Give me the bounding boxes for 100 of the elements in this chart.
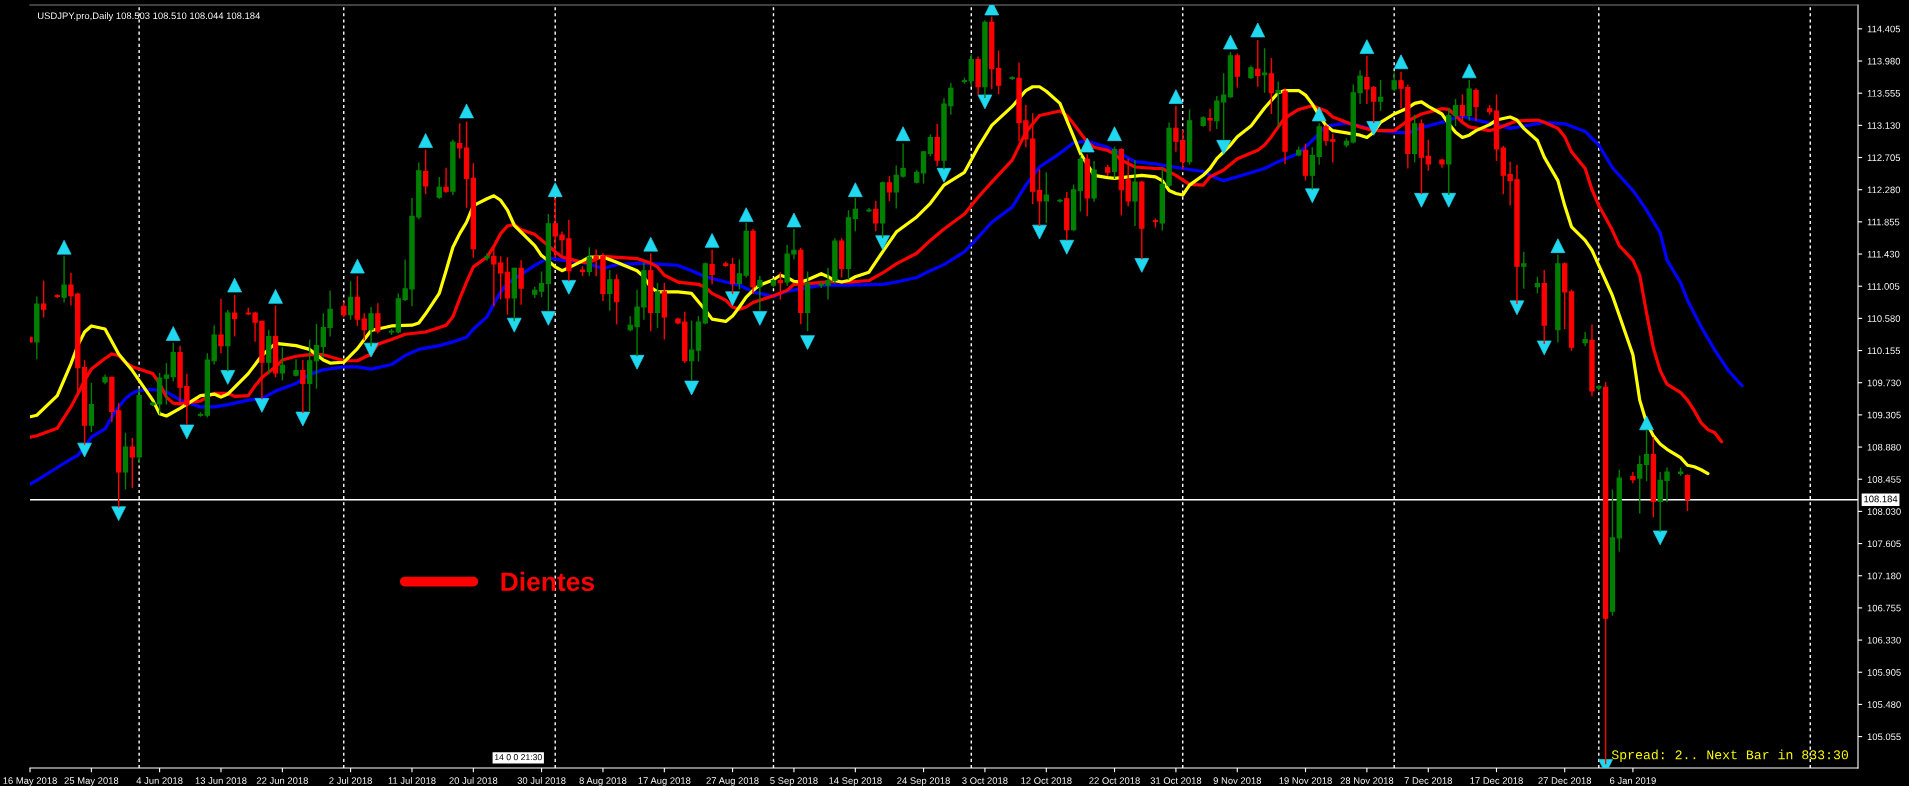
candlestick: [457, 123, 463, 159]
legend-label: Dientes: [501, 571, 594, 592]
y-tick-label: 111.005: [1867, 283, 1900, 290]
candlestick: [1261, 48, 1268, 93]
candlestick: [1643, 429, 1650, 482]
candlestick: [968, 54, 974, 86]
y-tick-label: 107.180: [1867, 572, 1901, 580]
x-tick-label: 27 Aug 2018: [706, 777, 759, 786]
candlestick: [1111, 146, 1118, 180]
x-tick-label: 27 Dec 2018: [1538, 777, 1592, 784]
y-tick-label: 108.030: [1867, 508, 1901, 515]
candlestick: [688, 320, 695, 381]
candlestick: [484, 253, 490, 261]
y-tick-label: 109.305: [1867, 411, 1901, 419]
candlestick: [40, 280, 47, 318]
candlestick: [729, 257, 736, 295]
candlestick: [293, 359, 299, 377]
point: [752, 311, 768, 326]
x-tick-label: 4 Jun 2018: [136, 777, 183, 784]
candlestick: [231, 294, 238, 337]
x-tick-label: 28 Nov 2018: [1340, 777, 1394, 784]
candlestick: [422, 149, 429, 195]
candlestick: [709, 249, 715, 285]
candlestick: [920, 151, 927, 184]
x-tick-label: 22 Oct 2018: [1089, 777, 1140, 784]
candlestick: [129, 438, 135, 488]
y-tick-label: 106.330: [1867, 636, 1901, 644]
y-tick-label: 109.730: [1867, 379, 1901, 387]
candlestick: [1275, 81, 1281, 128]
x-tick-label: 6 Jan 2019: [1610, 777, 1656, 784]
candlestick: [934, 123, 940, 167]
annotation: 14 0 0 21:30: [494, 754, 542, 761]
candlestick: [1036, 169, 1043, 226]
point: [1359, 39, 1375, 54]
candlestick: [1473, 88, 1479, 121]
y-tick-label: 105.905: [1867, 669, 1901, 676]
candlestick: [368, 307, 374, 347]
candlestick: [852, 198, 858, 232]
candlestick: [654, 282, 661, 329]
ref-line-label: 108.184: [1864, 495, 1898, 503]
candlestick: [313, 323, 320, 389]
candlestick: [300, 360, 306, 413]
candlestick: [1630, 472, 1636, 484]
candlestick: [1521, 251, 1527, 289]
y-tick-label: 113.130: [1867, 122, 1901, 129]
x-tick-label: 9 Nov 2018: [1213, 777, 1262, 784]
candlestick: [1425, 139, 1431, 171]
candlestick: [436, 176, 442, 199]
x-tick-label: 5 Sep 2018: [770, 777, 818, 786]
x-tick-label: 7 Dec 2018: [1404, 777, 1453, 784]
candlestick: [586, 247, 592, 276]
candlestick: [518, 260, 524, 305]
point: [1550, 238, 1566, 253]
x-tick-label: 16 May 2018: [3, 777, 57, 786]
point: [738, 207, 754, 222]
candlestick: [375, 303, 381, 334]
candlestick: [613, 274, 620, 325]
y-tick-label: 106.755: [1867, 604, 1901, 612]
candlestick: [886, 176, 893, 201]
candlestick: [1234, 53, 1240, 88]
x-tick-label: 11 Jul 2018: [388, 777, 436, 784]
x-tick-label: 3 Oct 2018: [962, 777, 1008, 784]
y-tick-label: 110.155: [1867, 347, 1901, 355]
y-tick-label: 107.605: [1867, 540, 1901, 548]
x-tick-label: 19 Nov 2018: [1279, 777, 1332, 784]
x-tick-label: 12 Oct 2018: [1021, 777, 1072, 784]
y-tick-label: 113.980: [1867, 57, 1901, 65]
point: [254, 398, 270, 413]
candlestick: [61, 256, 67, 303]
x-tick-label: 22 Jun 2018: [256, 777, 308, 784]
candlestick: [88, 382, 95, 432]
candlestick: [1207, 108, 1213, 132]
y-tick-label: 112.280: [1867, 186, 1901, 194]
candlestick: [1637, 455, 1643, 514]
candlestick: [1582, 332, 1588, 347]
y-tick-label: 114.405: [1867, 25, 1901, 33]
x-tick-label: 20 Jul 2018: [449, 777, 498, 784]
y-tick-label: 108.455: [1867, 476, 1901, 483]
candlestick: [279, 347, 286, 381]
x-tick-label: 14 Sep 2018: [829, 777, 882, 786]
candlestick: [1043, 172, 1049, 223]
x-tick-label: 2 Jul 2018: [329, 777, 372, 784]
y-tick-label: 110.580: [1867, 315, 1901, 322]
point: [220, 370, 236, 385]
candlestick: [1268, 58, 1275, 114]
candlestick: [927, 134, 934, 157]
point: [506, 317, 522, 333]
x-tick-label: 30 Jul 2018: [517, 777, 566, 784]
y-tick-label: 105.055: [1867, 733, 1901, 741]
candlestick: [306, 339, 313, 412]
x-tick-label: 17 Aug 2018: [638, 777, 691, 786]
y-tick-label: 105.480: [1867, 701, 1901, 708]
candlestick: [1377, 79, 1384, 111]
candlestick: [218, 298, 224, 354]
annotation: Spread: 2.. Next Bar in 833:30: [1611, 749, 1849, 762]
text: USDJPY.pro,Daily 108.503 108.510 108.044 108.184: [38, 12, 261, 21]
x-tick-label: 13 Jun 2018: [195, 777, 247, 784]
x-tick-label: 25 May 2018: [64, 777, 119, 786]
y-tick-label: 112.705: [1867, 154, 1901, 162]
x-tick-label: 8 Aug 2018: [579, 777, 627, 786]
